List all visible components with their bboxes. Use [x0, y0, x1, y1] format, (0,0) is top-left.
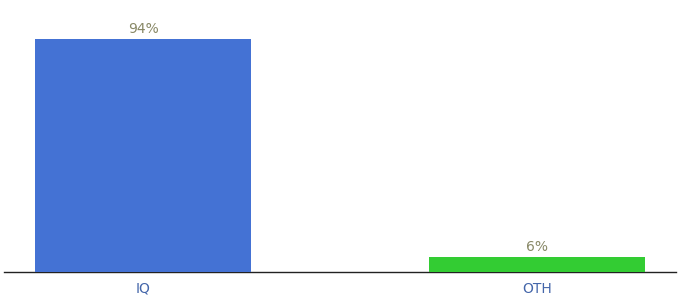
Text: 94%: 94% — [128, 22, 158, 36]
Bar — [428, 257, 645, 272]
Bar — [35, 39, 252, 272]
Text: 6%: 6% — [526, 240, 548, 254]
